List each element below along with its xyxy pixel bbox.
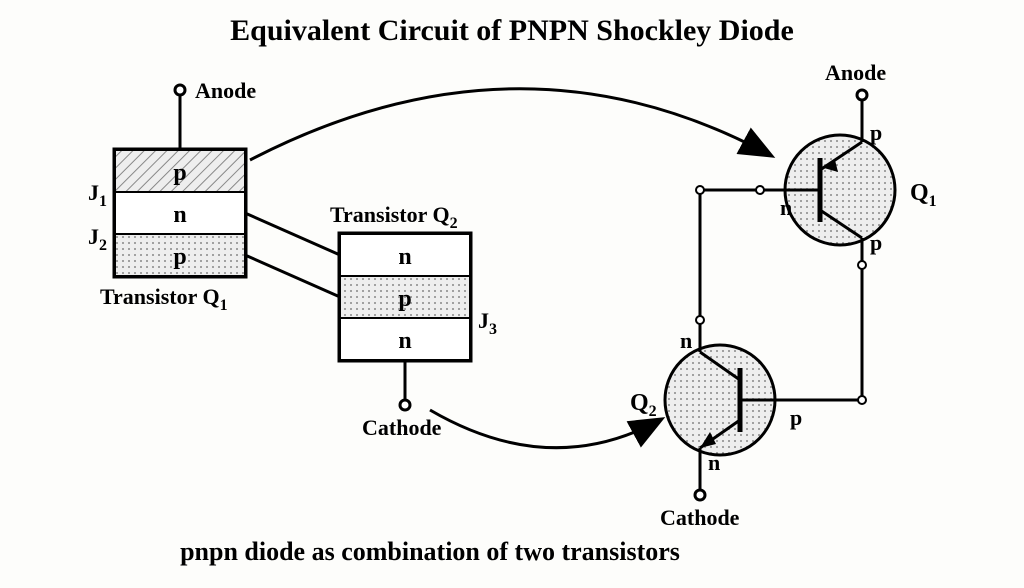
q2-n-collector: n: [680, 328, 692, 353]
anode-terminal-left: [175, 85, 185, 95]
q2-layer-0: n: [398, 244, 411, 270]
cathode-terminal-right: [695, 490, 705, 500]
title: Equivalent Circuit of PNPN Shockley Diod…: [230, 14, 794, 47]
q1-layer-1: n: [173, 202, 186, 228]
node-4: [696, 186, 704, 194]
j3-label: J3: [478, 308, 497, 338]
q2-layer-2: n: [398, 328, 411, 354]
q2-right-label: Q2: [630, 390, 657, 420]
j2-label: J2: [88, 224, 107, 254]
q2-n-emitter: n: [708, 450, 720, 475]
q1-layer-0: p: [173, 160, 186, 186]
anode-label-right: Anode: [825, 60, 886, 85]
q1-transistor: [760, 95, 895, 245]
connect-line-2: [245, 255, 340, 297]
q1-label: Transistor Q1: [100, 284, 228, 314]
q1-stack: p n p: [115, 150, 245, 276]
anode-label-left: Anode: [195, 78, 256, 103]
q1-layer-2: p: [173, 244, 186, 270]
q1-p-emitter: p: [870, 120, 882, 145]
arrow-to-q2: [430, 410, 660, 448]
diagram-svg: Equivalent Circuit of PNPN Shockley Diod…: [0, 0, 1024, 588]
subtitle: pnpn diode as combination of two transis…: [180, 537, 680, 566]
j1-label: J1: [88, 180, 107, 210]
node-3: [696, 316, 704, 324]
q2-layer-1: p: [398, 286, 411, 312]
node-2: [858, 396, 866, 404]
anode-terminal-right: [857, 90, 867, 100]
q1-right-label: Q1: [910, 180, 937, 210]
node-1: [858, 261, 866, 269]
q1-n-base: n: [780, 195, 792, 220]
q1-p-collector: p: [870, 230, 882, 255]
q2-transistor: [665, 345, 800, 495]
node-5: [756, 186, 764, 194]
cathode-terminal-left: [400, 400, 410, 410]
connect-line-1: [245, 213, 340, 255]
cathode-label-left: Cathode: [362, 415, 442, 440]
arrow-to-q1: [250, 89, 770, 160]
cathode-label-right: Cathode: [660, 505, 740, 530]
q2-p-base: p: [790, 405, 802, 430]
q2-stack: n p n: [340, 234, 470, 360]
q2-label: Transistor Q2: [330, 202, 458, 232]
